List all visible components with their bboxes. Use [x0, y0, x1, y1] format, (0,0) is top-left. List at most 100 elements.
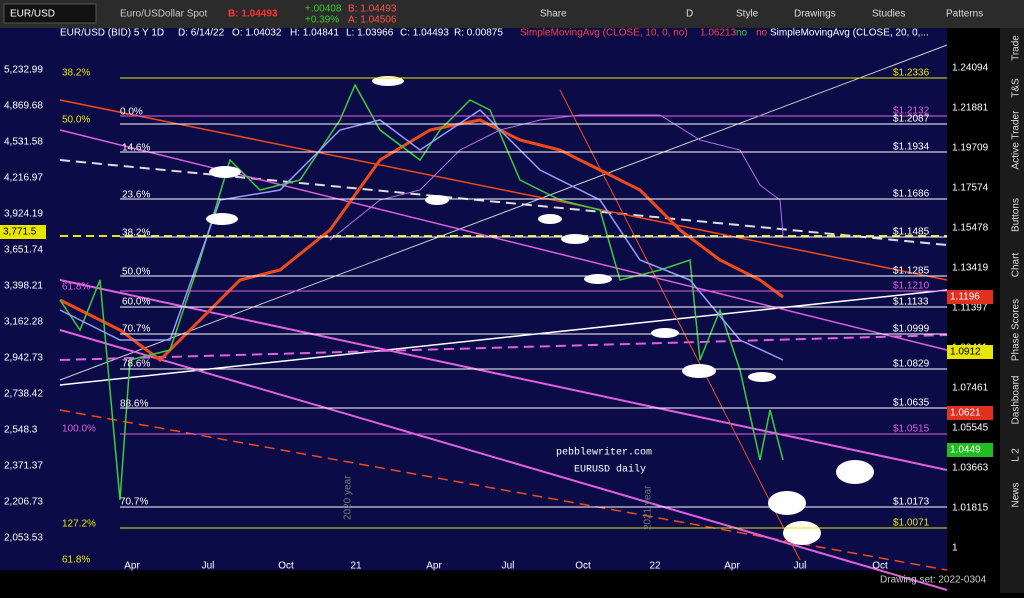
right-axis-label: 1.19709	[952, 143, 989, 154]
side-tab[interactable]: Dashboard	[1011, 376, 1022, 425]
fib-price: $1.0999	[893, 324, 930, 335]
footer: Drawing set: 2022-0304	[880, 575, 987, 586]
left-axis-label: 2,371.37	[4, 461, 43, 472]
right-axis-label: 1.17574	[952, 183, 989, 194]
header-open: O: 1.04032	[232, 28, 282, 39]
left-axis-label: 4,216.97	[4, 173, 43, 184]
fib-pct: 0.0%	[120, 107, 143, 118]
right-axis-label: 1.13419	[952, 263, 989, 274]
header-study1_value: 1.06213	[700, 28, 737, 39]
bid: B: 1.04493	[228, 9, 278, 20]
right-axis-label: 1.15478	[952, 223, 989, 234]
x-axis-label: 22	[649, 561, 661, 572]
side-tab[interactable]: Buttons	[1011, 198, 1022, 232]
x-axis-label: 21	[350, 561, 362, 572]
annotation: pebblewriter.com	[556, 447, 652, 459]
ask-small: A: 1.04506	[348, 15, 397, 26]
side-tab[interactable]: Active Trader	[1011, 110, 1022, 170]
fib-pct: 61.8%	[62, 282, 90, 293]
price-tag-text: 1.0912	[950, 347, 981, 358]
fib-price: $1.0635	[893, 398, 930, 409]
header-low: L: 1.03966	[346, 28, 394, 39]
side-bar	[1000, 28, 1024, 593]
x-axis-label: Oct	[278, 561, 294, 572]
price-tag	[0, 225, 46, 239]
side-tab[interactable]: News	[1011, 482, 1022, 507]
header-close: C: 1.04493	[400, 28, 449, 39]
toolbar-button[interactable]: Drawings	[794, 9, 836, 20]
fib-price: $1.2132	[893, 106, 930, 117]
symbol-box[interactable]	[3, 3, 97, 24]
fib-pct: 61.8%	[62, 555, 90, 566]
fib-price: $1.2087	[893, 114, 930, 125]
fib-pct: 88.6%	[120, 399, 148, 410]
year-label: 2021 year	[643, 485, 654, 530]
x-axis-label: Apr	[426, 561, 442, 572]
side-tab[interactable]: T&S	[1011, 78, 1022, 98]
x-axis-label: Apr	[724, 561, 740, 572]
fib-pct: 60.0%	[122, 297, 150, 308]
left-axis-label: 3,924.19	[4, 209, 43, 220]
fib-pct: 78.6%	[122, 359, 150, 370]
x-axis-label: Oct	[872, 561, 888, 572]
price-tag	[947, 345, 993, 359]
fib-price: $1.1934	[893, 142, 930, 153]
fib-price: $1.0829	[893, 359, 930, 370]
header-study2: SimpleMovingAvg (CLOSE, 20, 0,...	[770, 28, 929, 39]
fib-price: $1.2336	[893, 68, 930, 79]
toolbar-button[interactable]: Studies	[872, 9, 905, 20]
fib-price: $1.1133	[893, 297, 929, 308]
fib-pct: 70.7%	[120, 497, 148, 508]
side-tab[interactable]: Trade	[1011, 35, 1022, 61]
change-pct: +0.39%	[305, 15, 339, 26]
right-axis-label: 1.03663	[952, 463, 989, 474]
price-tag-text: 1.0449	[950, 445, 981, 456]
left-axis-label: 4,531.58	[4, 137, 43, 148]
right-axis-label: 1.11397	[952, 303, 988, 314]
price-tag	[947, 443, 993, 457]
fib-pct: 38.2%	[62, 68, 90, 79]
symbol[interactable]: EUR/USD	[10, 9, 55, 20]
annotation: EURUSD daily	[574, 464, 646, 476]
header-high: H: 1.04841	[290, 28, 339, 39]
markers	[206, 76, 874, 545]
right-axis-label: 1.07461	[952, 383, 989, 394]
fib-price: $1.1485	[893, 227, 930, 238]
x-axis-label: Jul	[202, 561, 215, 572]
toolbar-button[interactable]: D	[686, 9, 693, 20]
price-tag-text: 1.1196	[950, 292, 980, 303]
header-title: EUR/USD (BID) 5 Y 1D	[60, 28, 164, 39]
toolbar-button[interactable]: Style	[736, 9, 759, 20]
left-axis-label: 2,942.73	[4, 353, 43, 364]
side-tab[interactable]: Chart	[1011, 253, 1022, 278]
side-tab[interactable]: Phase Scores	[1011, 299, 1022, 361]
side-tab[interactable]: L 2	[1011, 448, 1022, 462]
fib-price: $1.0515	[893, 424, 930, 435]
left-axis-label: 4,869.68	[4, 101, 43, 112]
fib-pct: 38.2%	[122, 228, 150, 239]
right-axis-label: 1.24094	[952, 63, 989, 74]
bid-small: B: 1.04493	[348, 4, 397, 15]
fib-pct: 100.0%	[62, 424, 96, 435]
right-axis-label: 1	[952, 543, 958, 554]
header-date: D: 6/14/22	[178, 28, 225, 39]
description: Euro/USDollar Spot	[120, 9, 207, 20]
left-axis-label: 2,738.42	[4, 389, 43, 400]
fib-pct: 23.6%	[122, 190, 150, 201]
toolbar-button[interactable]: Share	[540, 9, 567, 20]
fib-price: $1.0071	[893, 518, 930, 529]
toolbar-button[interactable]: Patterns	[946, 9, 983, 20]
left-axis-label: 5,232.99	[4, 65, 43, 76]
fib-price: $1.1285	[893, 266, 930, 277]
fib-pct: 50.0%	[62, 115, 90, 126]
chart-area	[0, 28, 947, 570]
header-range: R: 0.00875	[454, 28, 503, 39]
right-axis-label: 1.01815	[952, 503, 989, 514]
left-axis-label: 2,206.73	[4, 497, 43, 508]
price-tag	[947, 290, 993, 304]
fib-price: $1.1210	[893, 281, 930, 292]
x-axis-label: Jul	[502, 561, 515, 572]
left-axis-label: 3,398.21	[4, 281, 43, 292]
header-study1: SimpleMovingAvg (CLOSE, 10, 0, no)	[520, 28, 688, 39]
fib-pct: 127.2%	[62, 519, 96, 530]
